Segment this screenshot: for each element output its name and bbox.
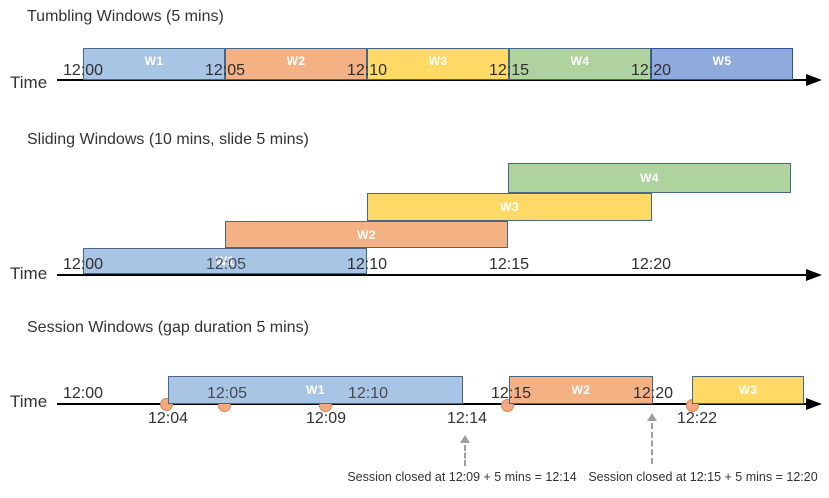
- window-label: W5: [712, 53, 732, 68]
- dashed-up-arrow-icon: [647, 413, 657, 464]
- sliding-window-w1: W1: [83, 248, 367, 274]
- session-closed-annotation-1: Session closed at 12:09 + 5 mins = 12:14: [347, 470, 577, 484]
- window-label: W3: [738, 383, 758, 397]
- tumbling-window-w1: W1: [83, 48, 225, 80]
- tumbling-tick-1215: 12:15: [488, 62, 530, 79]
- tumbling-section-title: Tumbling Windows (5 mins): [27, 8, 224, 25]
- window-label: W1: [215, 254, 235, 268]
- session-tick-1215: 12:15: [490, 385, 532, 402]
- window-label: W3: [428, 53, 448, 68]
- sliding-tick-1205: 12:05: [205, 256, 247, 273]
- sliding-window-w2: W2: [225, 221, 508, 248]
- sliding-tick-1215: 12:15: [488, 256, 530, 273]
- tumbling-timeline: [57, 79, 807, 81]
- window-label: W1: [306, 383, 325, 397]
- tumbling-window-w5: W5: [651, 48, 793, 80]
- event-time-label-1222: 12:22: [676, 410, 718, 427]
- window-label: W3: [500, 200, 519, 214]
- session-tick-1210: 12:10: [347, 385, 389, 402]
- sliding-timeline-arrowhead-icon: [806, 269, 822, 281]
- session-tick-1200: 12:00: [62, 385, 104, 402]
- tumbling-time-axis-label: Time: [10, 73, 48, 92]
- sliding-time-axis-label: Time: [10, 264, 48, 283]
- session-tick-1205: 12:05: [206, 385, 248, 402]
- session-section-title: Session Windows (gap duration 5 mins): [27, 319, 309, 336]
- dashed-shaft: [651, 423, 653, 464]
- window-label: W4: [570, 53, 590, 68]
- session-closed-annotation-2: Session closed at 12:15 + 5 mins = 12:20: [588, 470, 818, 484]
- session-timeline-arrowhead-icon: [806, 398, 822, 410]
- tumbling-tick-1205: 12:05: [204, 62, 246, 79]
- sliding-window-w4: W4: [508, 163, 791, 193]
- sliding-section-title: Sliding Windows (10 mins, slide 5 mins): [27, 131, 309, 148]
- session-window-w2: W2: [509, 376, 653, 404]
- sliding-tick-1210: 12:10: [346, 256, 388, 273]
- session-window-w1: W1: [168, 376, 463, 404]
- session-timeline: [57, 403, 807, 405]
- event-time-label-1204: 12:04: [147, 410, 189, 427]
- window-label: W2: [571, 383, 591, 397]
- tumbling-window-w3: W3: [367, 48, 509, 80]
- sliding-tick-1220: 12:20: [630, 256, 672, 273]
- arrowhead-icon: [647, 413, 657, 421]
- session-tick-1220: 12:20: [632, 385, 674, 402]
- dashed-shaft: [464, 445, 466, 466]
- tumbling-timeline-arrowhead-icon: [806, 74, 822, 86]
- dashed-up-arrow-icon: [460, 435, 470, 466]
- session-window-w3: W3: [692, 376, 804, 404]
- tumbling-tick-1220: 12:20: [630, 62, 672, 79]
- event-time-label-1209: 12:09: [305, 410, 347, 427]
- sliding-tick-1200: 12:00: [62, 256, 104, 273]
- arrowhead-icon: [460, 435, 470, 443]
- tumbling-tick-1210: 12:10: [346, 62, 388, 79]
- sliding-window-w3: W3: [367, 193, 652, 221]
- window-label: W2: [286, 53, 306, 68]
- window-label: W4: [640, 171, 659, 185]
- session-time-axis-label: Time: [10, 392, 48, 411]
- tumbling-window-w2: W2: [225, 48, 367, 80]
- tumbling-window-w4: W4: [509, 48, 651, 80]
- sliding-timeline: [57, 274, 807, 276]
- window-label: W1: [144, 53, 164, 68]
- tumbling-tick-1200: 12:00: [62, 62, 104, 79]
- close-time-label-1214: 12:14: [446, 410, 488, 427]
- window-label: W2: [357, 227, 376, 242]
